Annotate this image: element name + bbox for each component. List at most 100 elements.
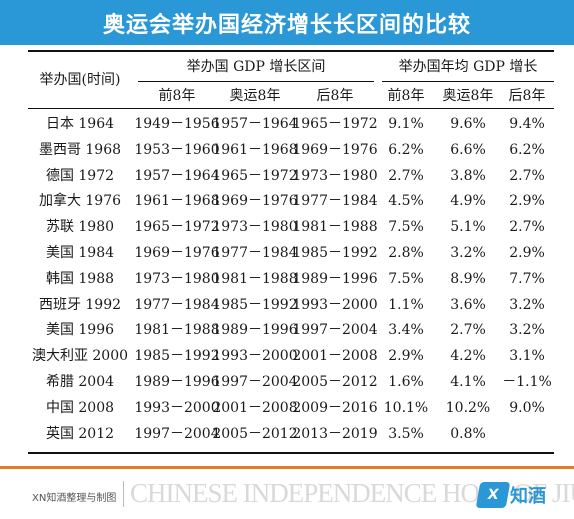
table-cell-g-pre: 4.5% bbox=[388, 193, 424, 210]
table-cell-post: 2013－2019 bbox=[292, 425, 378, 442]
table-cell-g-post: 3.1% bbox=[509, 348, 545, 365]
table-cell-olympic: 1965－1972 bbox=[212, 167, 298, 184]
table-cell-g-olympic: 0.8% bbox=[450, 425, 486, 442]
table-cell-g-olympic: 3.6% bbox=[450, 296, 486, 313]
table-cell-g-pre: 3.4% bbox=[388, 322, 424, 339]
table-cell-g-post: 9.4% bbox=[509, 116, 545, 132]
table-cell-host: 墨西哥 1968 bbox=[38, 141, 122, 158]
table-cell-post: 1973－1980 bbox=[292, 167, 378, 184]
table-cell-pre: 1993－2000 bbox=[134, 399, 220, 416]
table-cell-olympic: 1977－1984 bbox=[212, 245, 298, 261]
table-cell-g-pre: 9.1% bbox=[388, 116, 424, 132]
table-cell-post: 1985－1992 bbox=[292, 245, 378, 261]
table-cell-g-olympic: 8.9% bbox=[450, 270, 486, 287]
table-cell-g-post: 2.9% bbox=[509, 245, 545, 261]
table-cell-olympic: 1989－1996 bbox=[212, 322, 298, 339]
table-cell-g-post: 2.7% bbox=[509, 219, 545, 236]
table-cell-pre: 1965－1972 bbox=[134, 219, 220, 236]
table-cell-g-pre: 2.8% bbox=[388, 245, 424, 261]
table-cell-host: 加拿大 1976 bbox=[38, 193, 122, 210]
footer-divider bbox=[123, 481, 124, 507]
table-top-rule bbox=[28, 50, 554, 52]
table-cell-g-pre: 3.5% bbox=[388, 425, 424, 442]
table-cell-olympic: 1981－1988 bbox=[212, 270, 298, 287]
header-bottom-rule bbox=[28, 108, 554, 109]
table-cell-g-olympic: 9.6% bbox=[450, 116, 486, 132]
table-cell-pre: 1969－1976 bbox=[134, 245, 220, 261]
gdp-growth-header: 举办国年均 GDP 增长 bbox=[398, 59, 538, 75]
period-group-rule bbox=[138, 81, 374, 82]
table-cell-g-pre: 1.1% bbox=[388, 296, 424, 313]
table-cell-pre: 1961－1968 bbox=[134, 193, 220, 210]
sub-header-post-growth: 后8年 bbox=[508, 88, 546, 104]
footer-rule bbox=[0, 466, 574, 469]
table-cell-post: 1981－1988 bbox=[292, 219, 378, 236]
logo-text: 知酒 bbox=[510, 485, 546, 507]
host-column-header: 举办国(时间) bbox=[39, 72, 121, 88]
table-cell-g-olympic: 4.9% bbox=[450, 193, 486, 210]
table-cell-host: 德国 1972 bbox=[45, 167, 115, 184]
title-bar: 奥运会举办国经济增长长区间的比较 bbox=[0, 0, 574, 45]
logo-mark-icon: X bbox=[475, 481, 511, 508]
table-cell-g-post: 2.7% bbox=[509, 167, 545, 184]
table-cell-pre: 1977－1984 bbox=[134, 296, 220, 313]
table-cell-host: 西班牙 1992 bbox=[38, 296, 122, 313]
table-cell-post: 1989－1996 bbox=[292, 270, 378, 287]
table-cell-olympic: 1961－1968 bbox=[212, 141, 298, 158]
table-cell-post: 1969－1976 bbox=[292, 141, 378, 158]
table-cell-g-pre: 10.1% bbox=[383, 399, 429, 416]
table-cell-g-olympic: 3.8% bbox=[450, 167, 486, 184]
table-cell-g-pre: 6.2% bbox=[388, 141, 424, 158]
table-cell-g-olympic: 3.2% bbox=[450, 245, 486, 261]
sub-header-pre-growth: 前8年 bbox=[387, 88, 425, 104]
table-cell-pre: 1997－2004 bbox=[134, 425, 220, 442]
table-cell-g-post: 7.7% bbox=[509, 270, 545, 287]
table-cell-host: 希腊 2004 bbox=[45, 374, 115, 390]
table-cell-host: 苏联 1980 bbox=[45, 219, 115, 236]
table-cell-g-olympic: 6.6% bbox=[450, 141, 486, 158]
table-cell-pre: 1949－1956 bbox=[134, 116, 220, 132]
growth-group-rule bbox=[382, 81, 554, 82]
table-cell-olympic: 2001－2008 bbox=[212, 399, 298, 416]
table-cell-g-pre: 7.5% bbox=[388, 219, 424, 236]
table-cell-host: 中国 2008 bbox=[45, 399, 115, 416]
table-cell-g-post: 3.2% bbox=[509, 296, 545, 313]
table-cell-g-olympic: 5.1% bbox=[450, 219, 486, 236]
table-cell-pre: 1973－1980 bbox=[134, 270, 220, 287]
sub-header-olympic-period: 奥运8年 bbox=[229, 88, 281, 104]
table-bottom-rule bbox=[28, 452, 554, 454]
table-cell-olympic: 1973－1980 bbox=[212, 219, 298, 236]
table-cell-g-post: 9.0% bbox=[509, 399, 545, 416]
table-cell-g-pre: 2.9% bbox=[388, 348, 424, 365]
table-cell-g-olympic: 2.7% bbox=[450, 322, 486, 339]
table-cell-g-post: －1.1% bbox=[502, 374, 552, 390]
table-cell-post: 2001－2008 bbox=[292, 348, 378, 365]
table-cell-post: 1997－2004 bbox=[292, 322, 378, 339]
table-cell-pre: 1957－1964 bbox=[134, 167, 220, 184]
table-cell-olympic: 1957－1964 bbox=[212, 116, 298, 132]
table-cell-olympic: 1997－2004 bbox=[212, 374, 298, 390]
table-cell-host: 日本 1964 bbox=[45, 116, 115, 132]
table-cell-g-post: 2.9% bbox=[509, 193, 545, 210]
table-cell-olympic: 1969－1976 bbox=[212, 193, 298, 210]
page-title: 奥运会举办国经济增长长区间的比较 bbox=[102, 12, 471, 38]
gdp-period-header: 举办国 GDP 增长区间 bbox=[186, 59, 326, 75]
table-cell-host: 韩国 1988 bbox=[45, 270, 115, 287]
table-cell-g-pre: 2.7% bbox=[388, 167, 424, 184]
table-cell-g-pre: 1.6% bbox=[388, 374, 424, 390]
table-cell-post: 1993－2000 bbox=[292, 296, 378, 313]
table-cell-post: 2005－2012 bbox=[292, 374, 378, 390]
sub-header-post-period: 后8年 bbox=[316, 88, 354, 104]
table-cell-g-olympic: 4.1% bbox=[450, 374, 486, 390]
table-cell-pre: 1989－1996 bbox=[134, 374, 220, 390]
table-cell-host: 美国 1996 bbox=[45, 322, 115, 339]
table-cell-host: 澳大利亚 2000 bbox=[31, 348, 129, 365]
table-cell-olympic: 1985－1992 bbox=[212, 296, 298, 313]
sub-header-pre-period: 前8年 bbox=[158, 88, 196, 104]
table-cell-host: 英国 2012 bbox=[45, 425, 115, 442]
table-cell-host: 美国 1984 bbox=[45, 245, 115, 261]
table-cell-post: 2009－2016 bbox=[292, 399, 378, 416]
table-cell-pre: 1985－1992 bbox=[134, 348, 220, 365]
table-cell-g-post: 6.2% bbox=[509, 141, 545, 158]
table-cell-g-pre: 7.5% bbox=[388, 270, 424, 287]
